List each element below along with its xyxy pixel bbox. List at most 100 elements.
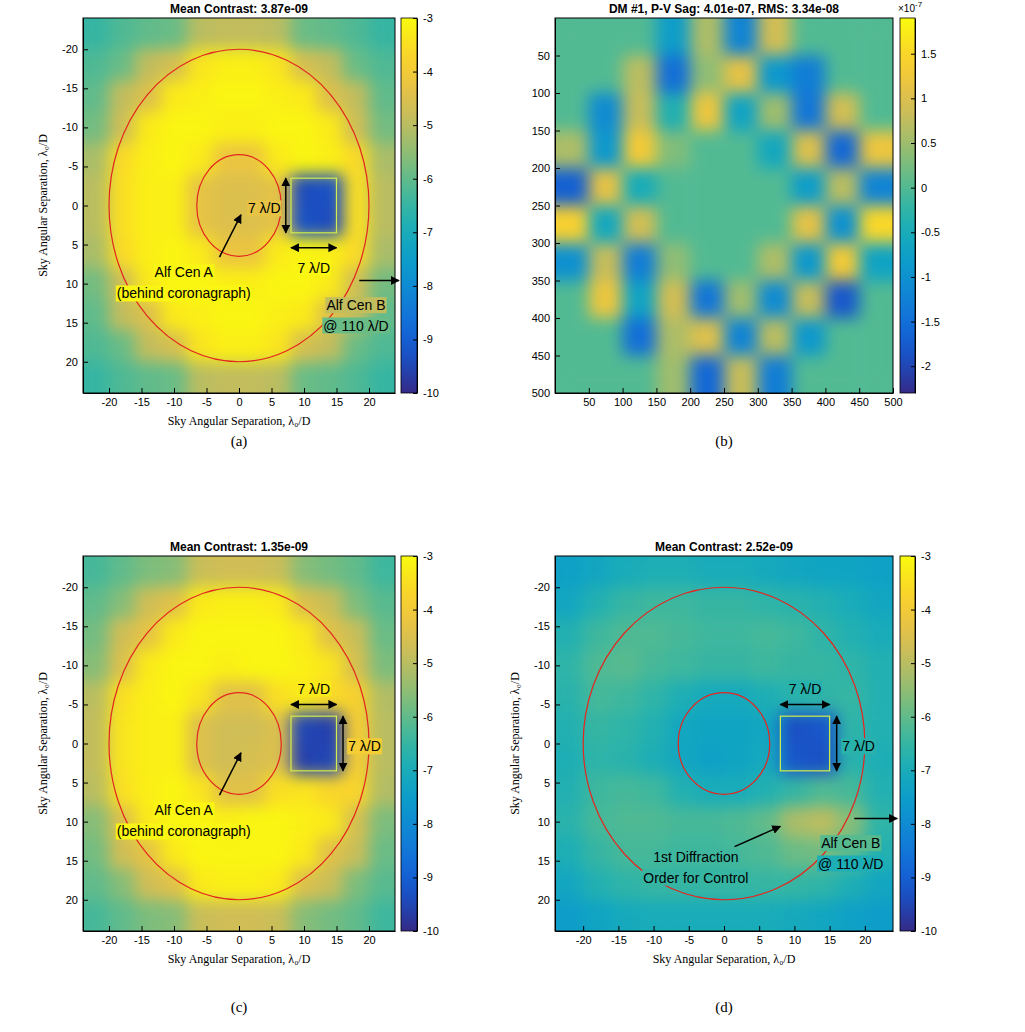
annotation-arrow <box>285 178 287 233</box>
annotation-text: Alf Cen A <box>155 802 214 818</box>
tick: 20 <box>538 894 560 906</box>
tick-mark <box>83 783 88 784</box>
annotation: Alf Cen B@ 110 λ/D <box>322 281 399 334</box>
cell <box>369 619 395 651</box>
cell <box>865 775 893 807</box>
tick-mark <box>304 388 305 393</box>
tick-label: -5 <box>921 657 931 669</box>
tick-label: 5 <box>269 396 275 408</box>
annotation-text: 7 λ/D <box>842 738 875 754</box>
tick: 15 <box>331 388 343 408</box>
tick-label: -15 <box>611 934 627 946</box>
cell <box>135 587 162 619</box>
tick-mark <box>911 54 915 55</box>
cell <box>161 712 188 744</box>
cell <box>825 281 859 319</box>
tick: -4 <box>413 66 433 78</box>
cell <box>239 299 266 331</box>
tick: 20 <box>363 926 375 946</box>
cell <box>265 744 292 776</box>
tick: -20 <box>62 43 88 55</box>
cell <box>369 206 395 238</box>
cell <box>83 18 110 50</box>
cell <box>291 143 318 175</box>
cell <box>239 712 266 744</box>
cell <box>724 775 753 807</box>
tick-mark <box>825 388 826 393</box>
region-circle <box>109 587 369 900</box>
cell <box>343 869 370 901</box>
tick-label: -7 <box>921 764 931 776</box>
tick-label: 50 <box>583 396 595 408</box>
cell <box>317 806 344 838</box>
axis: -3-4-5-6-7-8-9-10 <box>413 12 439 399</box>
cell <box>317 49 344 81</box>
tick: 250 <box>532 200 560 212</box>
cell <box>555 556 584 588</box>
tick-label: -0.5 <box>921 226 940 238</box>
tick: -10 <box>911 925 937 937</box>
cell <box>724 900 753 931</box>
cell <box>135 712 162 744</box>
cell <box>239 362 266 393</box>
cell <box>213 206 240 238</box>
cell <box>696 681 725 713</box>
tick: -1 <box>911 271 931 283</box>
label-patch <box>154 264 215 280</box>
tick: -5 <box>911 657 931 669</box>
cell <box>809 619 838 651</box>
cell <box>724 56 758 94</box>
cell <box>583 619 612 651</box>
panel: -20-15-10-505101520-20-15-10-505101520Me… <box>36 2 439 450</box>
cell <box>696 775 725 807</box>
tick: -6 <box>911 711 931 723</box>
plot-frame <box>83 556 395 931</box>
cell <box>213 143 240 175</box>
tick: 0 <box>236 926 242 946</box>
cell <box>724 168 758 206</box>
cell <box>265 712 292 744</box>
tick: 0 <box>236 388 242 408</box>
cell <box>758 168 792 206</box>
annotation: 7 λ/D <box>291 248 337 276</box>
tick-label: 250 <box>715 396 733 408</box>
dark-hole-box <box>291 178 337 233</box>
cell <box>369 556 395 588</box>
cell <box>724 281 758 319</box>
cell <box>555 243 589 281</box>
cell <box>792 168 826 206</box>
annotation: 1st DiffractionOrder for Control <box>642 826 780 885</box>
cell <box>780 900 809 931</box>
cell <box>837 619 866 651</box>
cell <box>859 18 893 56</box>
colorbar <box>401 556 417 931</box>
axis: -20-15-10-505101520 <box>62 19 88 394</box>
cell <box>640 775 669 807</box>
tick: 100 <box>614 388 632 408</box>
tick: 400 <box>532 312 560 324</box>
cell <box>83 362 110 393</box>
cell <box>135 18 162 50</box>
cell <box>555 18 589 56</box>
tick-label: 5 <box>72 239 78 251</box>
cell <box>343 81 370 113</box>
tick: -5 <box>540 698 560 710</box>
tick-mark <box>911 188 915 189</box>
annotation-text: (behind coronagraph) <box>117 285 251 301</box>
cell <box>611 837 640 869</box>
tick-label: 500 <box>884 396 902 408</box>
tick-label: 0 <box>236 396 242 408</box>
tick: 15 <box>331 926 343 946</box>
x-axis-title: Sky Angular Separation, λ₀/D <box>168 952 311 966</box>
cell <box>611 556 640 588</box>
annotation-text: 7 λ/D <box>297 260 330 276</box>
annotation-text: 7 λ/D <box>248 200 281 216</box>
cell <box>369 331 395 363</box>
tick-label: 450 <box>532 350 550 362</box>
cell <box>640 587 669 619</box>
axis: -20-15-10-505101520 <box>62 557 88 932</box>
cell <box>837 869 866 901</box>
cell <box>291 712 318 744</box>
annotation-arrow <box>291 247 337 249</box>
cell <box>317 900 344 931</box>
